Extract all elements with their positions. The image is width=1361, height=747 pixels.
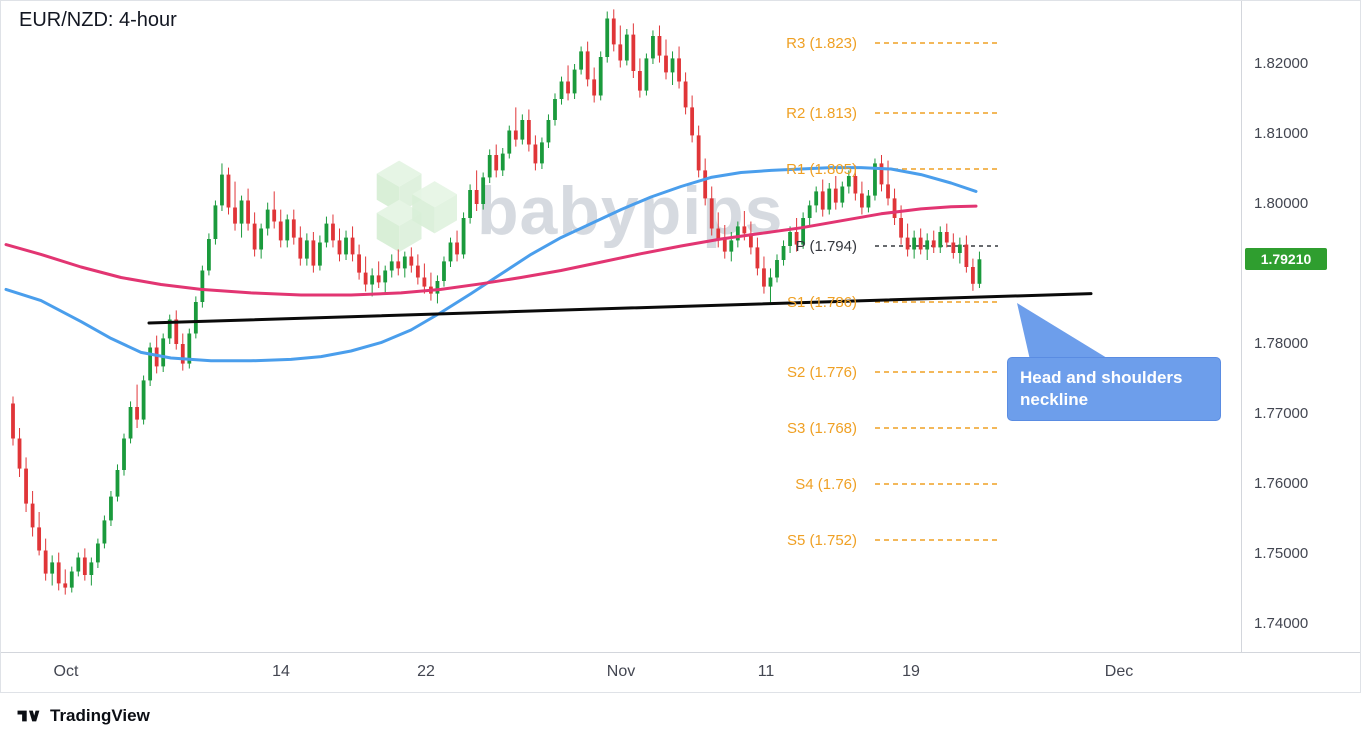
pivot-label: R3 (1.823): [786, 35, 857, 52]
price-chart-svg[interactable]: R3 (1.823) R2 (1.813) R1 (1.805) P (1.794) S…: [1, 1, 1241, 652]
time-axis-label: 11: [757, 663, 775, 680]
pivot-label: P (1.794): [796, 238, 857, 255]
footer: TradingView: [0, 693, 1361, 747]
callout-arrow[interactable]: [1017, 303, 1107, 373]
tradingview-label: TradingView: [50, 706, 150, 725]
ma-pink-line: [4, 204, 978, 297]
pivot-label: S1 (1.786): [787, 294, 857, 311]
price-axis-label: 1.77000: [1254, 405, 1309, 422]
time-axis-label: 22: [417, 663, 435, 680]
babypips-watermark: babypips: [345, 153, 784, 269]
candles-group: [11, 9, 982, 595]
pivot-label: R2 (1.813): [786, 105, 857, 122]
pivot-label: S2 (1.776): [787, 364, 857, 381]
ma-blue-line: [4, 166, 978, 363]
chart-title: EUR/NZD: 4-hour: [19, 9, 177, 31]
babypips-logo-icon: [376, 160, 457, 253]
time-axis-label: Nov: [606, 663, 636, 680]
tradingview-logo[interactable]: TradingView: [16, 706, 150, 726]
price-axis[interactable]: 1.79210 1.82000 1.81000 1.80000 1.78000 1.77…: [1241, 1, 1360, 652]
neckline-trendline[interactable]: [147, 292, 1093, 325]
price-axis-label: 1.78000: [1254, 335, 1309, 352]
time-axis-label: Dec: [1104, 663, 1134, 680]
time-axis[interactable]: Oct 14 22 Nov 11 19 Dec: [1, 652, 1360, 692]
pivot-label: S3 (1.768): [787, 420, 857, 437]
pivot-label: S4 (1.76): [795, 476, 857, 493]
pivot-label: S5 (1.752): [787, 532, 857, 549]
price-axis-label: 1.82000: [1254, 55, 1309, 72]
pivot-label: R1 (1.805): [786, 161, 857, 178]
tradingview-icon: [17, 710, 40, 722]
time-axis-label: 19: [902, 663, 920, 680]
price-axis-label: 1.76000: [1254, 475, 1309, 492]
price-axis-label: 1.75000: [1254, 545, 1309, 562]
neckline-callout[interactable]: Head and shoulders neckline: [1007, 357, 1221, 422]
pivot-lines-group: [875, 42, 998, 541]
time-axis-label: Oct: [53, 663, 79, 680]
price-axis-label: 1.80000: [1254, 195, 1309, 212]
last-price-badge: 1.79210: [1245, 248, 1327, 271]
chart-widget: babypips R3 (1.823) R2 (1.813) R1 (1.805) P…: [0, 0, 1361, 693]
price-axis-label: 1.81000: [1254, 125, 1309, 142]
time-axis-label: 14: [272, 663, 290, 680]
chart-plot-area[interactable]: babypips R3 (1.823) R2 (1.813) R1 (1.805) P…: [1, 1, 1241, 652]
price-axis-label: 1.74000: [1254, 615, 1309, 632]
